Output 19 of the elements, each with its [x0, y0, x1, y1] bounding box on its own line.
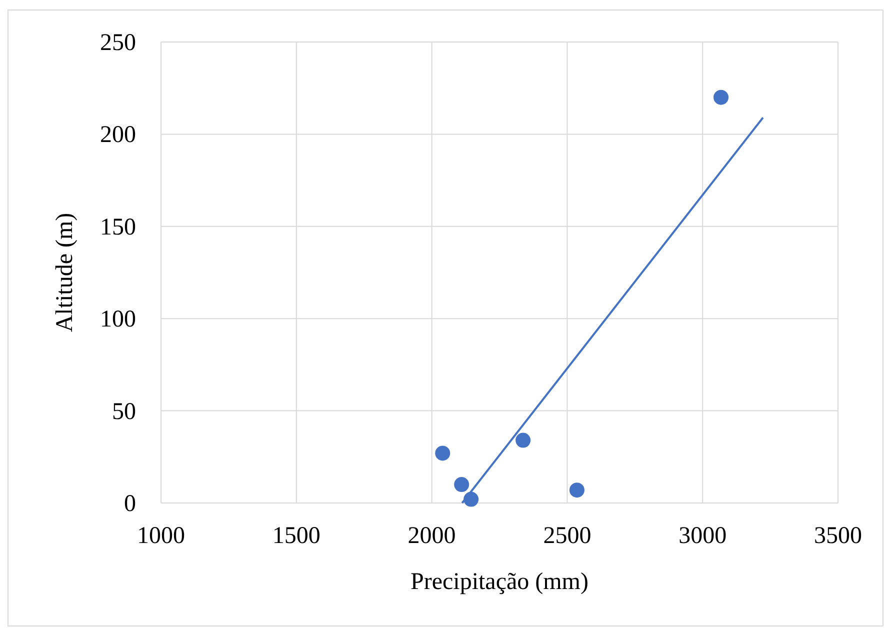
x-tick-label: 3500 [814, 523, 862, 549]
point [435, 446, 450, 461]
x-tick-label: 1000 [137, 523, 185, 549]
x-tick-label: 2500 [543, 523, 592, 549]
x-axis-title: Precipitação (mm) [410, 569, 588, 595]
y-axis-title: Altitude (m) [52, 212, 78, 332]
x-tick-label: 2000 [408, 523, 456, 549]
y-tick-label: 250 [100, 30, 136, 56]
point [569, 482, 584, 498]
x-tick-label: 1500 [272, 523, 320, 549]
y-tick-label: 50 [112, 398, 136, 425]
y-tick-label: 150 [100, 214, 136, 240]
y-tick-label: 100 [100, 306, 136, 333]
x-tick-label: 3000 [678, 523, 727, 549]
y-tick-label: 200 [100, 122, 136, 148]
y-tick-label: 0 [124, 491, 136, 517]
point [516, 432, 531, 448]
point [454, 477, 470, 492]
point [714, 90, 729, 105]
